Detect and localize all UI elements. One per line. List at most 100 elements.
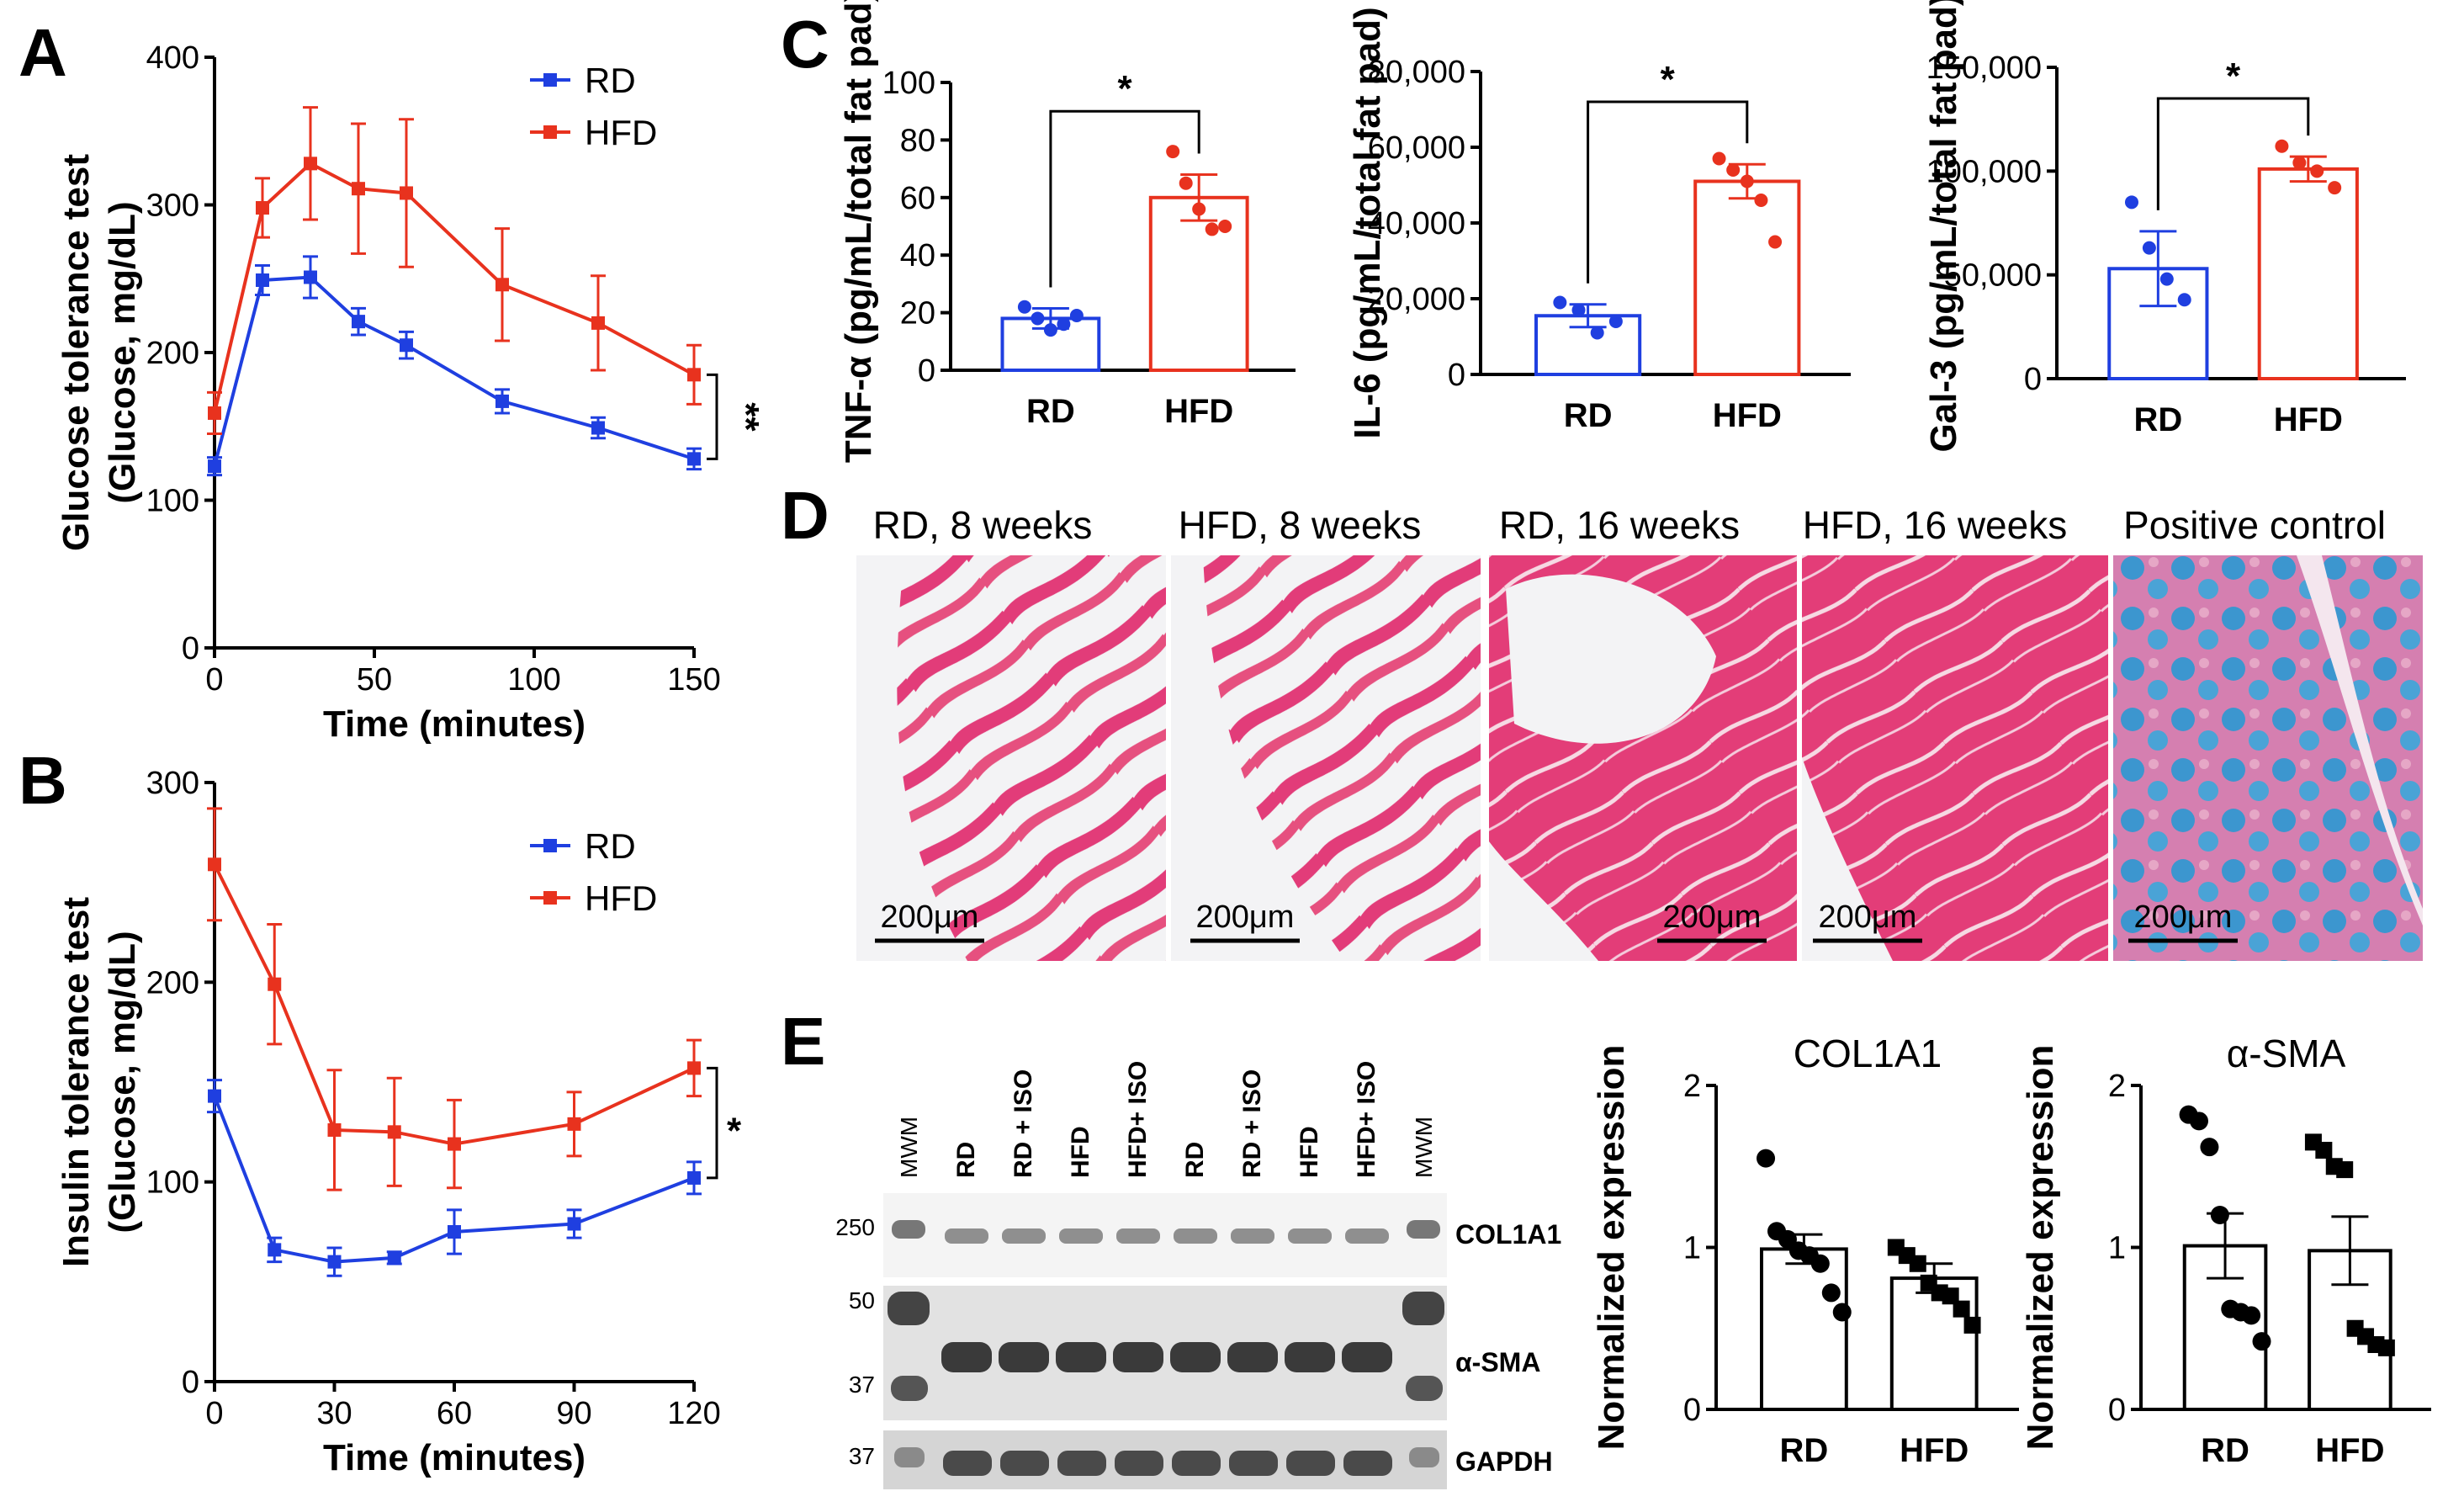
significance-marker: *: [1117, 68, 1132, 109]
y-tick-label: 60: [900, 181, 935, 216]
data-point: [1218, 220, 1232, 233]
scalebar-label: 200μm: [1663, 899, 1762, 935]
mw-marker-250: 250: [835, 1214, 875, 1240]
x-tick-label: 90: [556, 1396, 591, 1431]
blot-band-alpha-sma: [1227, 1342, 1278, 1372]
band-label-alpha-sma: α-SMA: [1455, 1347, 1540, 1377]
data-point: [2190, 1112, 2208, 1131]
histology-label-rd-8: RD, 8 weeks: [873, 503, 1093, 547]
data-point: [1963, 1316, 1981, 1334]
blot-band-alpha-sma: [1113, 1342, 1163, 1372]
lane-label: RD: [1181, 1142, 1209, 1178]
blot-band-col1a1: [1288, 1228, 1332, 1244]
blot-band-gapdh: [1115, 1451, 1163, 1476]
data-point-rd: [495, 394, 509, 408]
blot-band-alpha-sma: [1170, 1342, 1221, 1372]
blot-band-gapdh: [1057, 1451, 1106, 1476]
y-tick-label: 2: [1683, 1069, 1701, 1104]
blot-band-alpha-sma: [1285, 1342, 1335, 1372]
blot-band-marker: [1406, 1376, 1443, 1401]
y-tick-label: 60,000: [1368, 130, 1465, 166]
significance-bracket: [707, 373, 718, 460]
x-axis-title: Time (minutes): [323, 1437, 586, 1478]
legend-marker: [543, 839, 557, 852]
data-point-hfd: [687, 368, 701, 382]
data-point: [2159, 272, 2174, 286]
y-tick-label: 100: [146, 484, 199, 519]
scalebar-label: 200μm: [1196, 899, 1295, 935]
histology-image-rd-16: [1489, 555, 1797, 961]
data-point: [2377, 1339, 2395, 1356]
panel-label-e: E: [781, 1004, 825, 1079]
y-axis-title: Normalized expression: [2020, 1045, 2061, 1451]
data-point-hfd: [591, 316, 605, 330]
chart-a-glucose-tolerance: 0 100 200 300 400 0 50 100 150 Time (minutes) Gluc…: [56, 40, 766, 745]
histology-image-hfd-8: [1171, 555, 1481, 961]
y-axis-title: Glucose tolerance test: [56, 154, 97, 551]
y-tick-label: 300: [146, 188, 199, 224]
histology-label-hfd-16: HFD, 16 weeks: [1803, 503, 2067, 547]
x-tick-label: RD: [2133, 401, 2182, 438]
data-point: [1909, 1255, 1926, 1272]
series-line-rd: [213, 275, 695, 467]
significance-bracket: [1587, 100, 1749, 284]
blot-band-gapdh: [1286, 1451, 1335, 1476]
data-point-rd: [256, 273, 269, 288]
data-point: [1757, 1149, 1776, 1168]
blot-lane-labels: MWM RD RD + ISO HFD HFD+ ISO RD RD + ISO HFD HFD…: [896, 1061, 1437, 1178]
y-tick-label: 0: [182, 631, 199, 666]
data-point-hfd: [400, 186, 413, 200]
data-point: [2275, 139, 2289, 153]
data-point: [1832, 1303, 1852, 1322]
lane-label: HFD: [1296, 1126, 1323, 1178]
data-point-rd: [268, 1243, 282, 1257]
blot-band-alpha-sma: [941, 1342, 992, 1372]
y-tick-label: 200: [146, 336, 199, 371]
legend-label-hfd: HFD: [585, 878, 657, 918]
y-tick-label: 0: [918, 353, 935, 389]
legend-marker: [543, 73, 557, 87]
blot-band-gapdh: [1343, 1451, 1392, 1476]
data-point-rd: [208, 459, 221, 474]
data-point-hfd: [387, 1125, 401, 1139]
data-point-rd: [687, 452, 701, 466]
chart-title: COL1A1: [1794, 1032, 1942, 1075]
blot-band-marker: [894, 1447, 925, 1467]
legend-label-hfd: HFD: [585, 113, 657, 152]
blot-band-marker: [891, 1376, 928, 1401]
y-axis-title: IL-6 (pg/mL/total fat pad): [1347, 7, 1388, 438]
y-tick-label: 40: [900, 238, 935, 273]
y-tick-label: 0: [1448, 358, 1465, 393]
x-tick-label: RD: [1780, 1432, 1829, 1469]
data-point: [1179, 176, 1193, 190]
data-point-hfd: [495, 278, 509, 292]
y-tick-label: 40,000: [1368, 206, 1465, 241]
significance-bracket: [707, 1066, 718, 1180]
data-point-rd: [352, 315, 365, 329]
data-point-hfd: [208, 406, 221, 420]
histology-label-rd-16: RD, 16 weeks: [1499, 503, 1740, 547]
y-tick-label: 1: [2108, 1231, 2126, 1266]
data-point-hfd: [352, 182, 365, 196]
data-point: [1553, 295, 1567, 310]
data-point: [1726, 163, 1741, 177]
data-point: [1768, 235, 1783, 249]
series-line-hfd: [213, 161, 695, 414]
blot-band-col1a1: [1002, 1228, 1046, 1244]
data-point-hfd: [327, 1122, 342, 1137]
panel-label-d: D: [781, 478, 829, 553]
data-point-rd: [304, 270, 317, 284]
significance-marker: *: [2226, 56, 2241, 97]
y-tick-label: 400: [146, 40, 199, 76]
data-point-rd: [400, 338, 413, 353]
mw-marker-50: 50: [849, 1287, 875, 1313]
histology-image-hfd-16: [1802, 555, 2108, 961]
blot-band-gapdh: [1000, 1451, 1049, 1476]
blot-band-gapdh: [1172, 1451, 1221, 1476]
data-point-rd: [208, 1089, 221, 1103]
chart-e-alpha-sma-expression: 0 1 2 Normalized expression α-SMA RD HFD: [2020, 1032, 2431, 1469]
y-tick-label: 50,000: [1944, 258, 2042, 294]
x-tick-label: 60: [437, 1396, 472, 1431]
